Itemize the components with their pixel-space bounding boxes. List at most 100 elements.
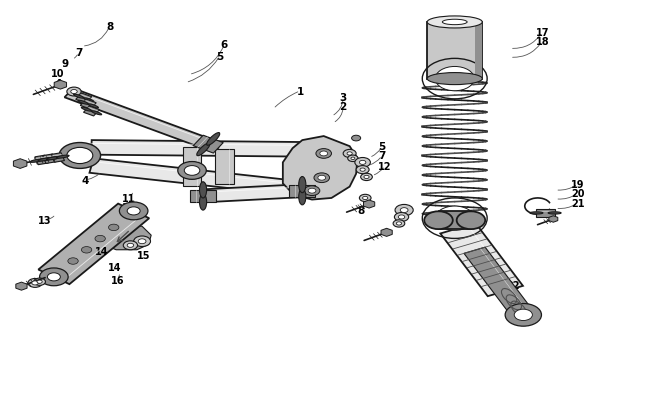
Circle shape [134,237,151,247]
Polygon shape [81,100,96,110]
Ellipse shape [442,20,467,26]
Polygon shape [363,200,374,209]
Text: 13: 13 [38,216,51,226]
Circle shape [308,189,316,194]
Circle shape [393,220,405,228]
Polygon shape [193,136,223,153]
Ellipse shape [38,159,51,162]
Ellipse shape [40,158,53,161]
Polygon shape [35,156,48,165]
Circle shape [34,278,46,286]
Circle shape [457,212,485,230]
Text: 12: 12 [378,161,391,171]
Ellipse shape [530,212,543,215]
Polygon shape [14,159,27,169]
Text: 4: 4 [81,175,88,185]
Ellipse shape [200,194,207,211]
Ellipse shape [92,111,101,115]
Polygon shape [427,23,482,79]
Circle shape [359,195,371,202]
Text: 1: 1 [297,87,304,96]
Text: 11: 11 [122,194,136,203]
Circle shape [304,186,320,196]
Circle shape [343,150,356,158]
Polygon shape [440,224,523,296]
Polygon shape [536,209,554,217]
Polygon shape [38,204,150,284]
Circle shape [120,202,148,220]
Text: 5: 5 [378,142,385,152]
Circle shape [67,148,93,164]
Text: 3: 3 [339,93,347,102]
Ellipse shape [204,143,219,149]
Circle shape [68,258,78,264]
Ellipse shape [78,101,88,105]
Circle shape [398,215,405,220]
Circle shape [364,176,369,179]
Circle shape [184,166,200,176]
Circle shape [127,244,134,248]
Text: 10: 10 [51,69,64,79]
Ellipse shape [48,157,60,160]
Circle shape [71,90,77,94]
Circle shape [359,161,366,165]
Circle shape [360,168,365,172]
Ellipse shape [88,104,98,109]
Ellipse shape [57,156,69,159]
Ellipse shape [207,133,220,146]
Polygon shape [439,212,471,230]
Text: 22: 22 [506,280,520,290]
Polygon shape [101,225,151,250]
Ellipse shape [427,17,482,29]
Circle shape [320,151,328,156]
Polygon shape [90,159,314,198]
Text: 15: 15 [136,250,150,260]
Polygon shape [84,107,99,117]
Polygon shape [76,94,92,104]
Polygon shape [283,137,358,200]
Text: 16: 16 [111,275,124,285]
Polygon shape [54,81,66,90]
Ellipse shape [200,182,207,198]
Ellipse shape [47,158,59,160]
Ellipse shape [427,73,482,85]
Circle shape [395,213,409,222]
Circle shape [396,222,402,226]
Circle shape [436,67,474,92]
Polygon shape [549,216,558,223]
Polygon shape [51,153,64,163]
Polygon shape [43,155,56,164]
Circle shape [351,158,355,160]
Ellipse shape [31,160,43,163]
Text: 8: 8 [106,22,113,32]
Polygon shape [474,23,482,79]
Polygon shape [183,148,201,186]
Circle shape [356,166,369,174]
Ellipse shape [73,95,84,99]
Circle shape [318,176,326,181]
Text: 2: 2 [339,101,347,111]
Text: 9: 9 [62,59,69,69]
Ellipse shape [548,212,561,215]
Text: 14: 14 [107,262,121,272]
Text: 8: 8 [358,206,365,215]
Circle shape [436,207,474,231]
Text: 12: 12 [122,202,136,212]
Circle shape [95,236,105,242]
Polygon shape [289,185,315,197]
Text: 6: 6 [221,40,228,50]
Text: 7: 7 [75,48,82,58]
Circle shape [355,158,370,168]
Circle shape [514,309,532,321]
Polygon shape [92,141,312,157]
Polygon shape [215,150,233,184]
Circle shape [81,247,92,254]
Polygon shape [190,190,216,202]
Circle shape [400,208,408,213]
Circle shape [109,225,119,231]
Text: 5: 5 [216,51,224,62]
Ellipse shape [81,108,92,112]
Circle shape [32,281,38,285]
Circle shape [124,241,138,250]
Polygon shape [464,247,535,320]
